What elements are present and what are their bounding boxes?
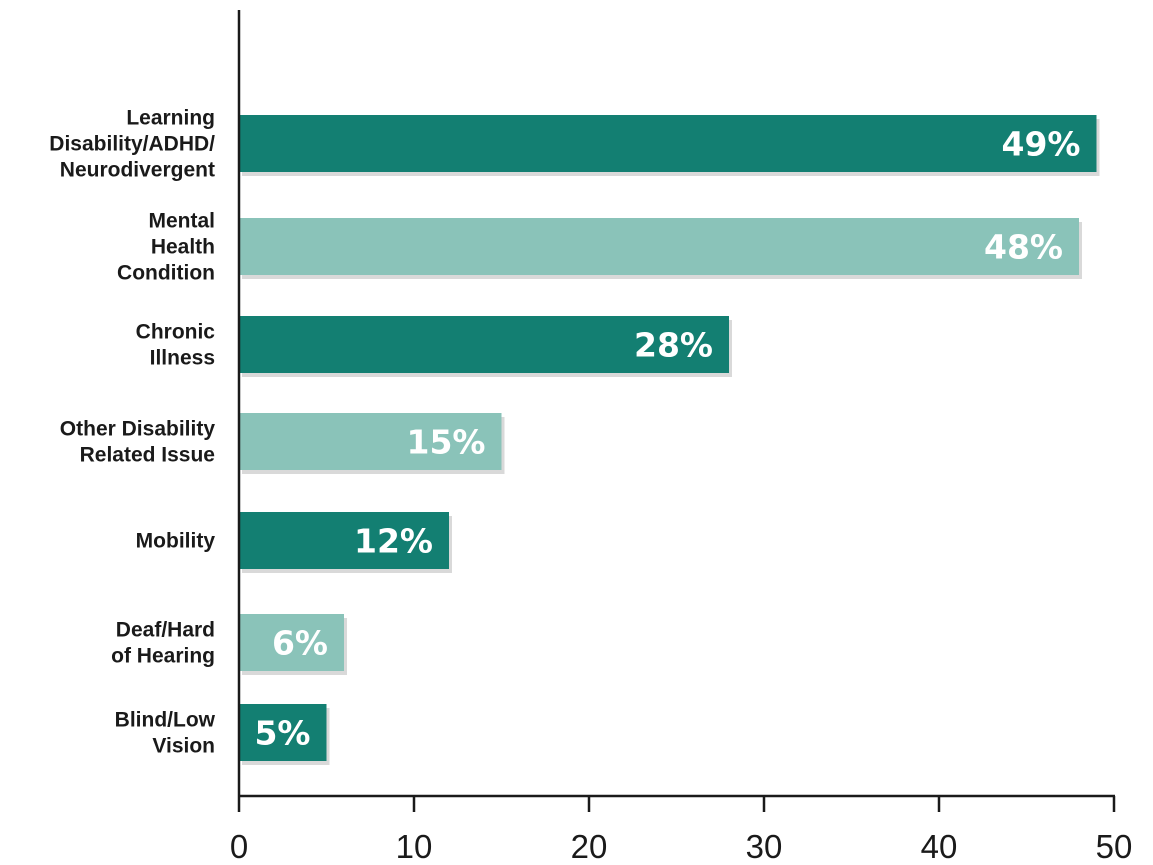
category-label-line: Mobility xyxy=(136,530,216,553)
category-label-line: Health xyxy=(151,236,215,259)
category-label-line: Blind/Low xyxy=(115,709,216,732)
axes: 0 10 20 30 40 50 xyxy=(230,10,1133,865)
category-label-line: Vision xyxy=(152,735,215,758)
x-tick-label: 10 xyxy=(396,828,433,865)
bar-value-label: 5% xyxy=(254,714,310,753)
category-label: Deaf/Hard of Hearing xyxy=(111,619,215,668)
bar-value-label: 28% xyxy=(634,326,713,365)
bar-value-label: 15% xyxy=(407,423,486,462)
category-label-line: Condition xyxy=(117,262,215,285)
bar xyxy=(239,512,449,569)
category-label: Other Disability Related Issue xyxy=(60,418,216,467)
bar xyxy=(239,115,1097,172)
x-tick-label: 20 xyxy=(571,828,608,865)
category-label-line: Learning xyxy=(126,107,215,130)
category-label: Mobility xyxy=(136,530,216,553)
x-tick-label: 40 xyxy=(921,828,958,865)
bar-value-label: 12% xyxy=(354,522,433,561)
category-label-line: Deaf/Hard xyxy=(116,619,215,642)
x-tick-label: 50 xyxy=(1096,828,1133,865)
bar xyxy=(239,704,327,761)
bar-value-label: 6% xyxy=(272,624,328,663)
category-label: Mental Health Condition xyxy=(117,210,215,285)
bar xyxy=(239,413,502,470)
category-label-line: Disability/ADHD/ xyxy=(49,133,215,156)
category-label-line: Neurodivergent xyxy=(60,159,215,182)
category-label: Blind/Low Vision xyxy=(115,709,216,758)
bar-value-label: 49% xyxy=(1002,125,1081,164)
category-label-line: Related Issue xyxy=(80,444,215,467)
bar xyxy=(239,218,1079,275)
category-label-line: of Hearing xyxy=(111,645,215,668)
category-label: Chronic Illness xyxy=(136,321,216,370)
category-label-line: Illness xyxy=(150,347,215,370)
bars-layer: 49% 48% 28% 15% 12% 6% 5% xyxy=(239,115,1100,765)
bar xyxy=(239,614,344,671)
bar xyxy=(239,316,729,373)
category-label-line: Chronic xyxy=(136,321,216,344)
category-label-line: Mental xyxy=(148,210,215,233)
category-labels: Learning Disability/ADHD/Neurodivergent Me… xyxy=(49,107,215,758)
x-tick-label: 30 xyxy=(746,828,783,865)
category-label: Learning Disability/ADHD/Neurodivergent xyxy=(49,107,215,182)
category-label-line: Other Disability xyxy=(60,418,216,441)
x-tick-label: 0 xyxy=(230,828,248,865)
bar-value-label: 48% xyxy=(984,228,1063,267)
